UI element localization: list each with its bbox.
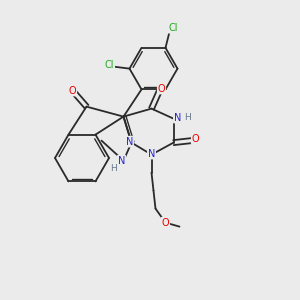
Text: Cl: Cl [169,23,178,33]
Text: N: N [148,148,155,159]
Text: H: H [184,113,191,122]
Text: O: O [158,84,165,94]
Text: N: N [118,156,125,166]
Text: O: O [69,85,76,96]
Text: Cl: Cl [105,60,114,70]
Text: H: H [110,164,117,173]
Text: O: O [162,218,169,228]
Text: N: N [126,136,133,147]
Text: N: N [174,112,181,123]
Text: O: O [192,134,199,144]
